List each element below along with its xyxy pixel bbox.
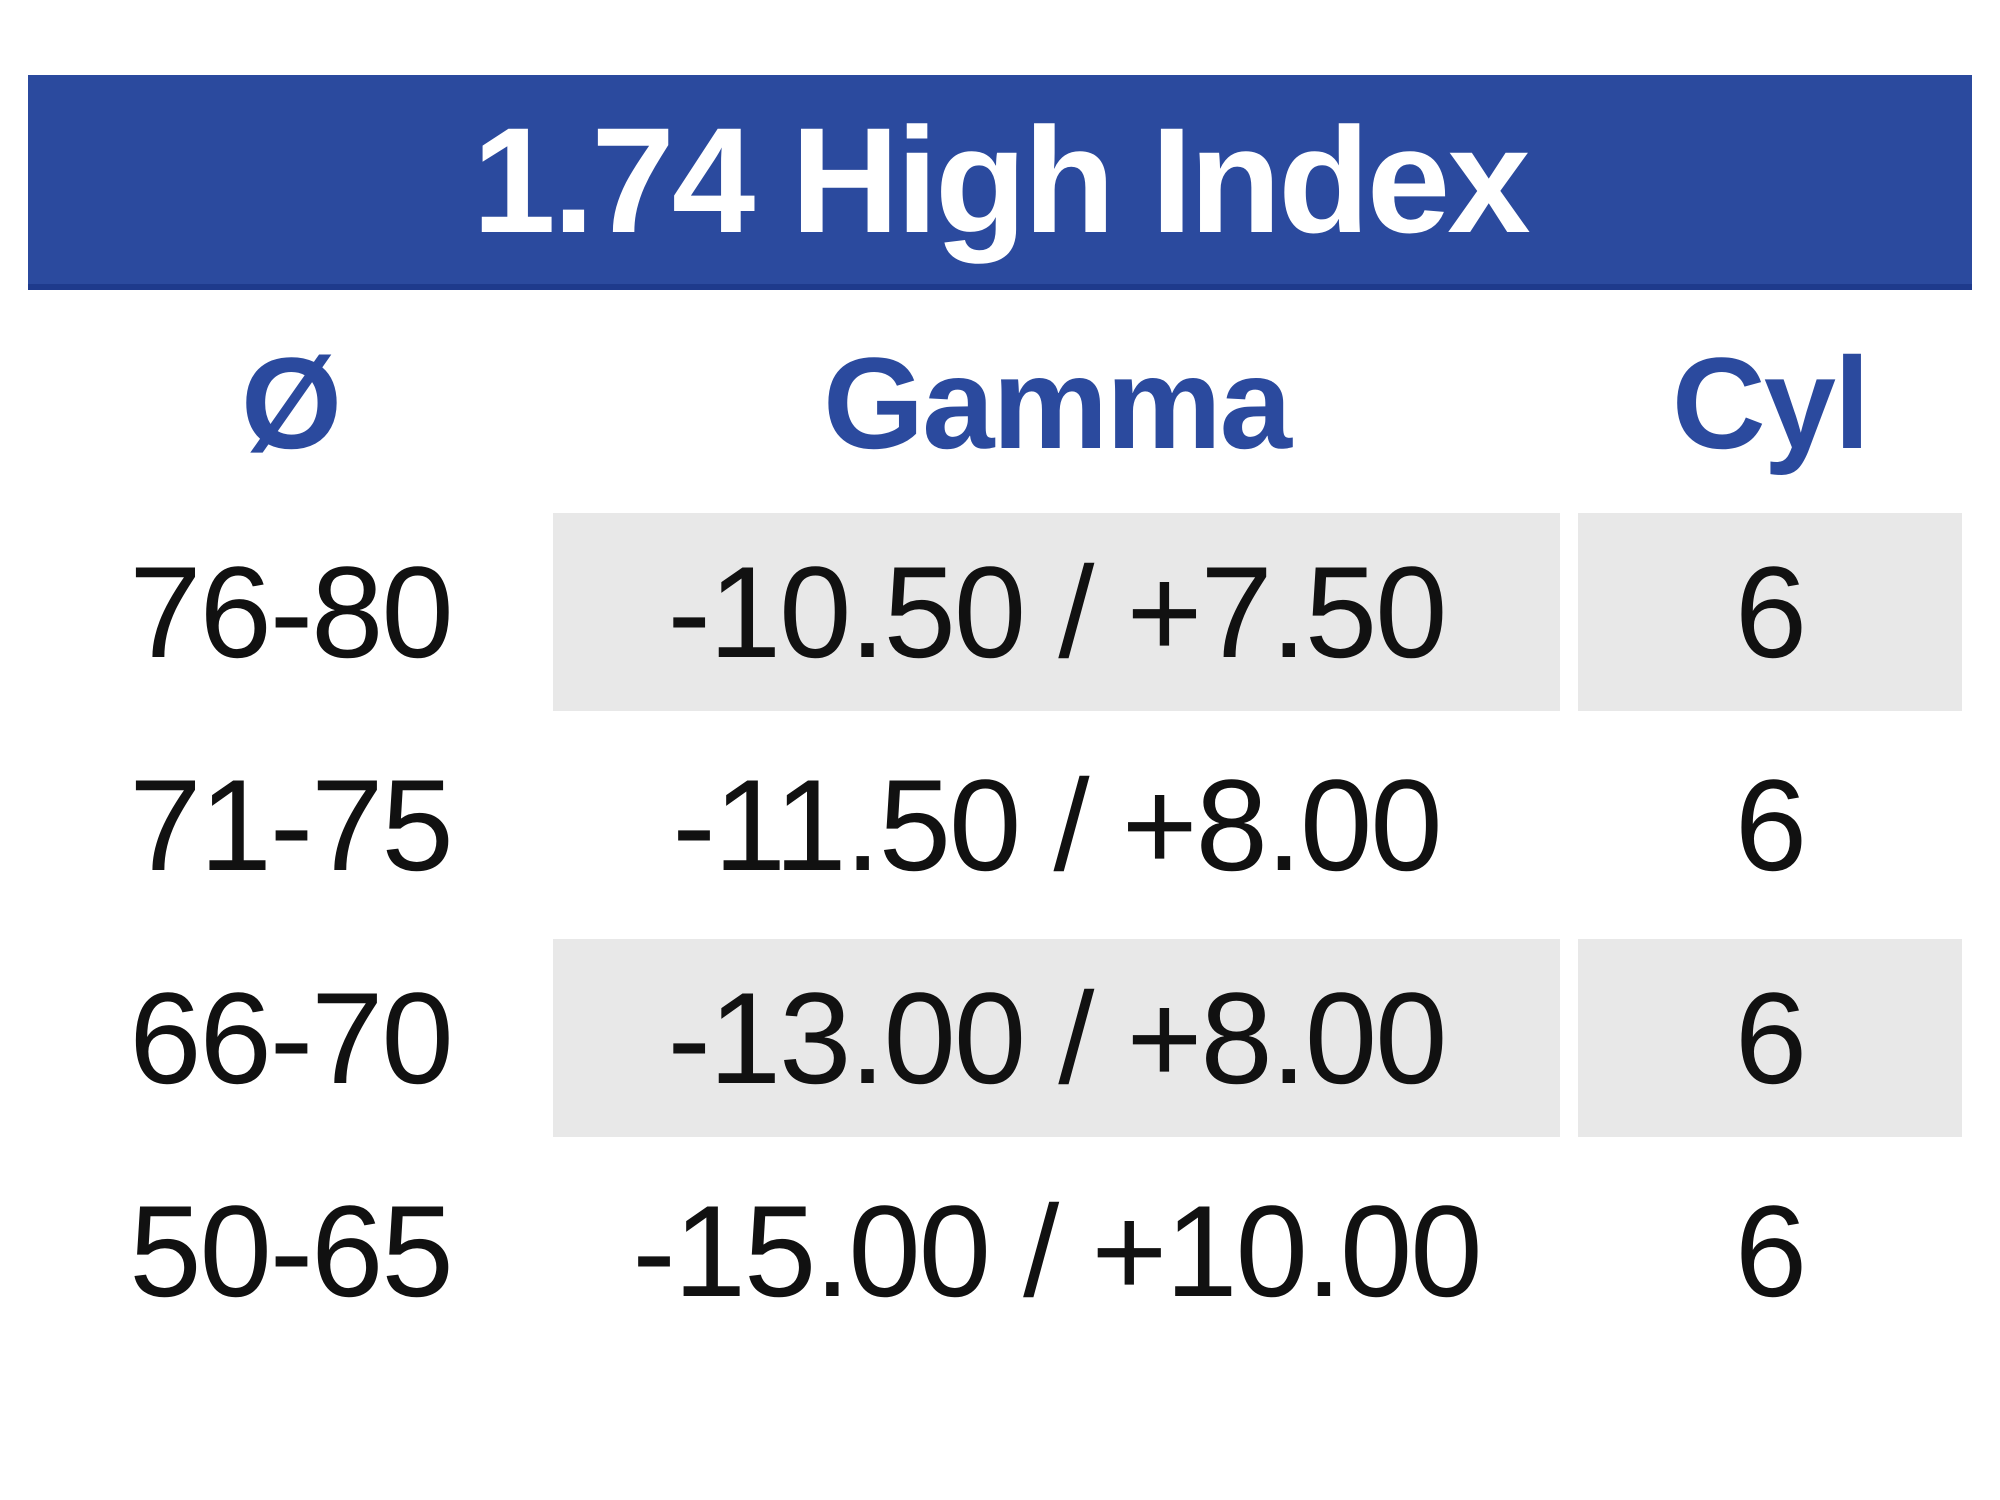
gamma-range-cell: -11.50 / +8.00 bbox=[672, 752, 1442, 898]
diameter-range-cell: 50-65 bbox=[129, 1178, 454, 1324]
table-title-bar: 1.74 High Index bbox=[28, 75, 1972, 290]
table-row: 76-80 -10.50 / +7.50 6 bbox=[28, 513, 1972, 711]
diameter-range-cell: 76-80 bbox=[129, 539, 454, 685]
table-row: 66-70 -13.00 / +8.00 6 bbox=[28, 939, 1972, 1137]
gamma-range-cell: -15.00 / +10.00 bbox=[632, 1178, 1482, 1324]
cyl-value-cell: 6 bbox=[1734, 752, 1807, 898]
diameter-range-cell: 66-70 bbox=[129, 965, 454, 1111]
cyl-value-cell: 6 bbox=[1734, 1178, 1807, 1324]
table-title: 1.74 High Index bbox=[472, 95, 1530, 264]
table-row: 50-65 -15.00 / +10.00 6 bbox=[28, 1152, 1972, 1350]
column-header-diameter: Ø bbox=[240, 329, 342, 476]
gamma-range-cell: -13.00 / +8.00 bbox=[553, 939, 1578, 1137]
column-header-cyl: Cyl bbox=[1671, 329, 1870, 476]
column-header-gamma: Gamma bbox=[823, 329, 1292, 476]
gamma-range-cell: -10.50 / +7.50 bbox=[553, 513, 1578, 711]
cyl-value-cell: 6 bbox=[1578, 939, 1972, 1137]
table-row: 71-75 -11.50 / +8.00 6 bbox=[28, 726, 1972, 924]
diameter-range-cell: 71-75 bbox=[129, 752, 454, 898]
cyl-value-cell: 6 bbox=[1578, 513, 1972, 711]
column-header-row: Ø Gamma Cyl bbox=[28, 315, 1972, 490]
table-body: 76-80 -10.50 / +7.50 6 71-75 -11.50 / +8… bbox=[28, 513, 1972, 1350]
